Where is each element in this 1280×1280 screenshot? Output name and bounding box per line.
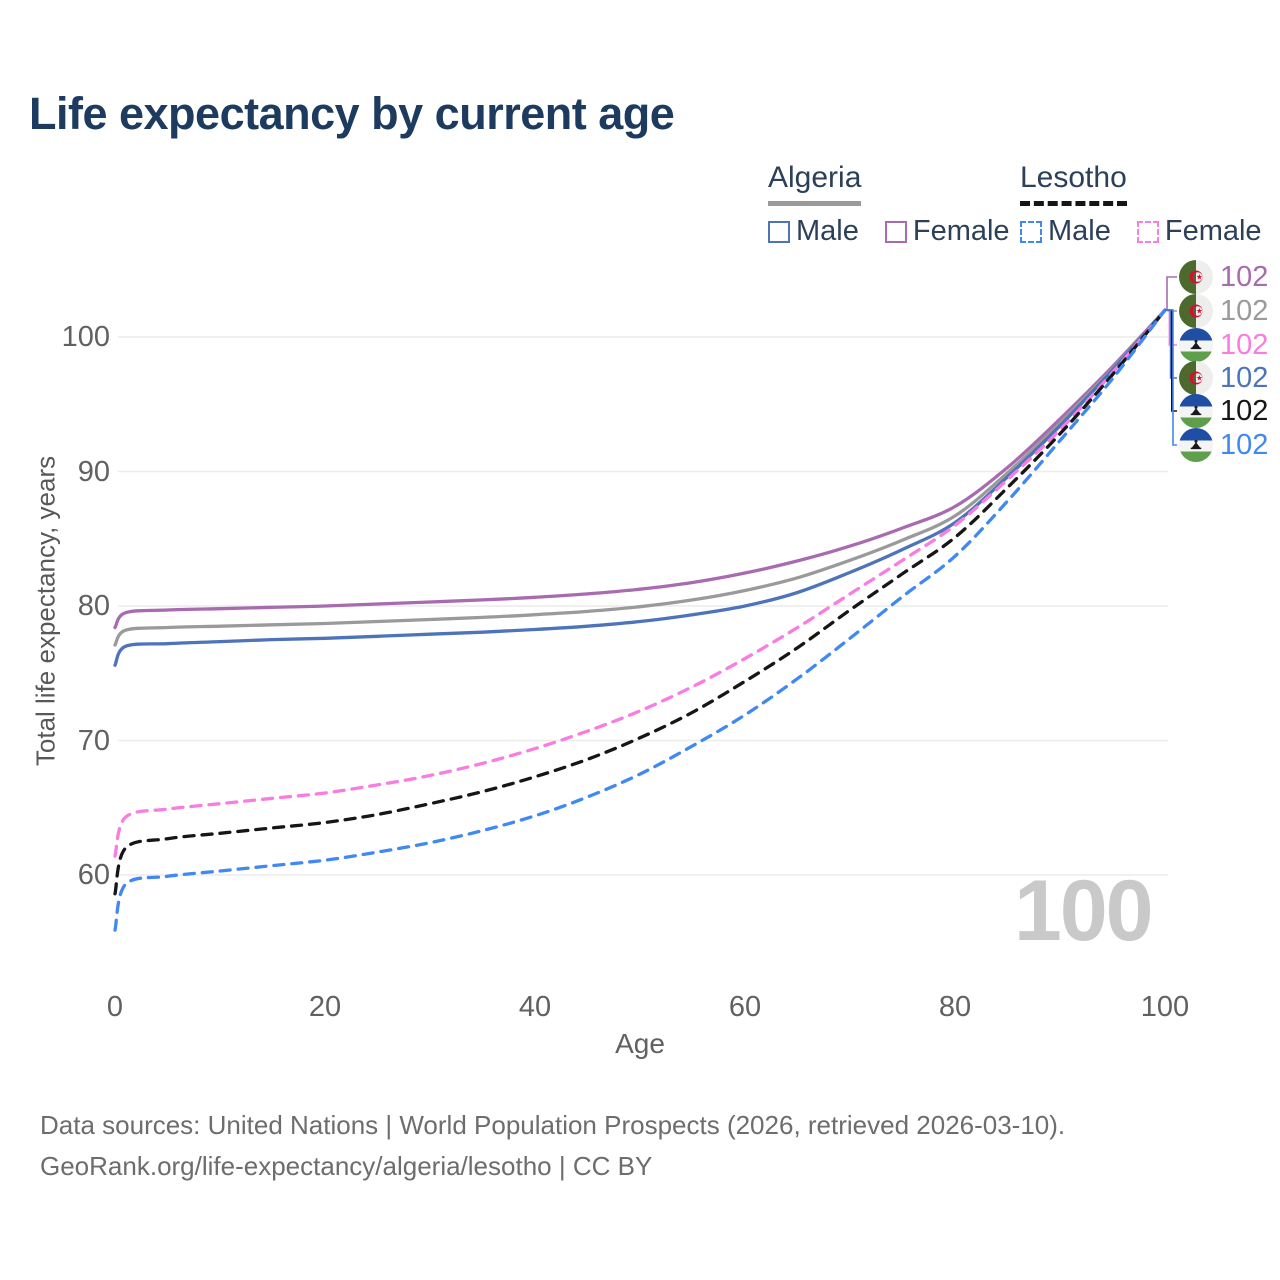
legend-item-label: Female	[1164, 215, 1262, 247]
legend-item-algeria-male[interactable]: Male	[768, 215, 859, 248]
x-axis-title: Age	[615, 1028, 665, 1059]
legend-item-lesotho-male[interactable]: Male	[1020, 215, 1111, 248]
end-label-value: 102	[1220, 295, 1269, 327]
legend-group-lesotho: Lesotho Male Female	[1020, 161, 1262, 248]
legend-country-algeria[interactable]: Algeria	[768, 161, 862, 206]
end-label-lesotho-male: 102	[1179, 428, 1268, 462]
x-tick-label-20: 20	[308, 991, 342, 1023]
x-tick-label-80: 80	[938, 991, 972, 1023]
x-tick-label-40: 40	[518, 991, 552, 1023]
lesotho-flag-icon	[1179, 328, 1213, 362]
algeria-female-swatch-icon	[884, 220, 907, 243]
lesotho-male-swatch-icon	[1020, 220, 1042, 243]
end-label-value: 102	[1220, 261, 1269, 293]
algeria-flag-icon	[1179, 361, 1213, 395]
legend-item-label: Male	[1048, 215, 1111, 247]
end-label-value: 102	[1220, 395, 1269, 427]
end-label-algeria-female: 102	[1179, 260, 1268, 294]
legend-items-lesotho: Male Female	[1020, 215, 1262, 248]
legend-items-algeria: Male Female	[768, 215, 1010, 248]
series-line-lesotho-male	[113, 308, 1167, 932]
lesotho-flag-icon	[1179, 428, 1213, 462]
series-line-algeria-both-sexes	[113, 308, 1167, 647]
y-tick-label-80: 80	[77, 590, 110, 622]
end-label-algeria-both-sexes: 102	[1179, 294, 1268, 328]
page-title: Life expectancy by current age	[29, 88, 675, 139]
series-line-algeria-female	[113, 308, 1167, 630]
age-counter-watermark: 100	[1014, 863, 1153, 959]
legend-item-lesotho-female[interactable]: Female	[1136, 215, 1262, 248]
legend-item-algeria-female[interactable]: Female	[884, 215, 1010, 248]
series-line-algeria-male	[113, 308, 1167, 667]
attribution-text: GeoRank.org/life-expectancy/algeria/leso…	[40, 1151, 653, 1181]
end-label-value: 102	[1220, 362, 1269, 394]
footer: Data sources: United Nations | World Pop…	[40, 1105, 1065, 1187]
series-line-lesotho-female	[113, 308, 1167, 858]
algeria-flag-icon	[1179, 294, 1213, 328]
legend-item-label: Male	[796, 215, 859, 247]
series-line-lesotho-both-sexes	[113, 308, 1167, 896]
lesotho-female-swatch-icon	[1136, 220, 1159, 243]
algeria-male-swatch-icon	[768, 220, 790, 243]
y-axis-title: Total life expectancy, years	[30, 455, 61, 767]
legend-country-lesotho[interactable]: Lesotho	[1020, 161, 1127, 206]
end-label-value: 102	[1220, 329, 1269, 361]
leader-line-lesotho-male	[1165, 309, 1177, 446]
end-label-lesotho-female: 102	[1179, 328, 1268, 362]
y-tick-label-90: 90	[77, 455, 110, 488]
leader-line-algeria-female	[1165, 276, 1177, 311]
legend-item-label: Female	[912, 215, 1010, 247]
leader-line-lesotho-both-sexes	[1165, 309, 1177, 412]
x-tick-label-100: 100	[1140, 991, 1190, 1023]
x-tick-label-0: 0	[106, 991, 124, 1023]
data-sources-text: Data sources: United Nations | World Pop…	[40, 1110, 1066, 1140]
y-tick-label-60: 60	[77, 859, 110, 891]
end-label-lesotho-both-sexes: 102	[1179, 394, 1268, 428]
end-label-value: 102	[1220, 429, 1269, 461]
legend-group-algeria: Algeria Male Female	[768, 161, 1010, 248]
lesotho-flag-icon	[1179, 394, 1213, 428]
y-tick-label-70: 70	[77, 724, 110, 757]
x-tick-label-60: 60	[728, 991, 762, 1023]
end-label-algeria-male: 102	[1179, 361, 1268, 395]
algeria-flag-icon	[1179, 260, 1213, 294]
y-tick-label-100: 100	[61, 321, 110, 353]
